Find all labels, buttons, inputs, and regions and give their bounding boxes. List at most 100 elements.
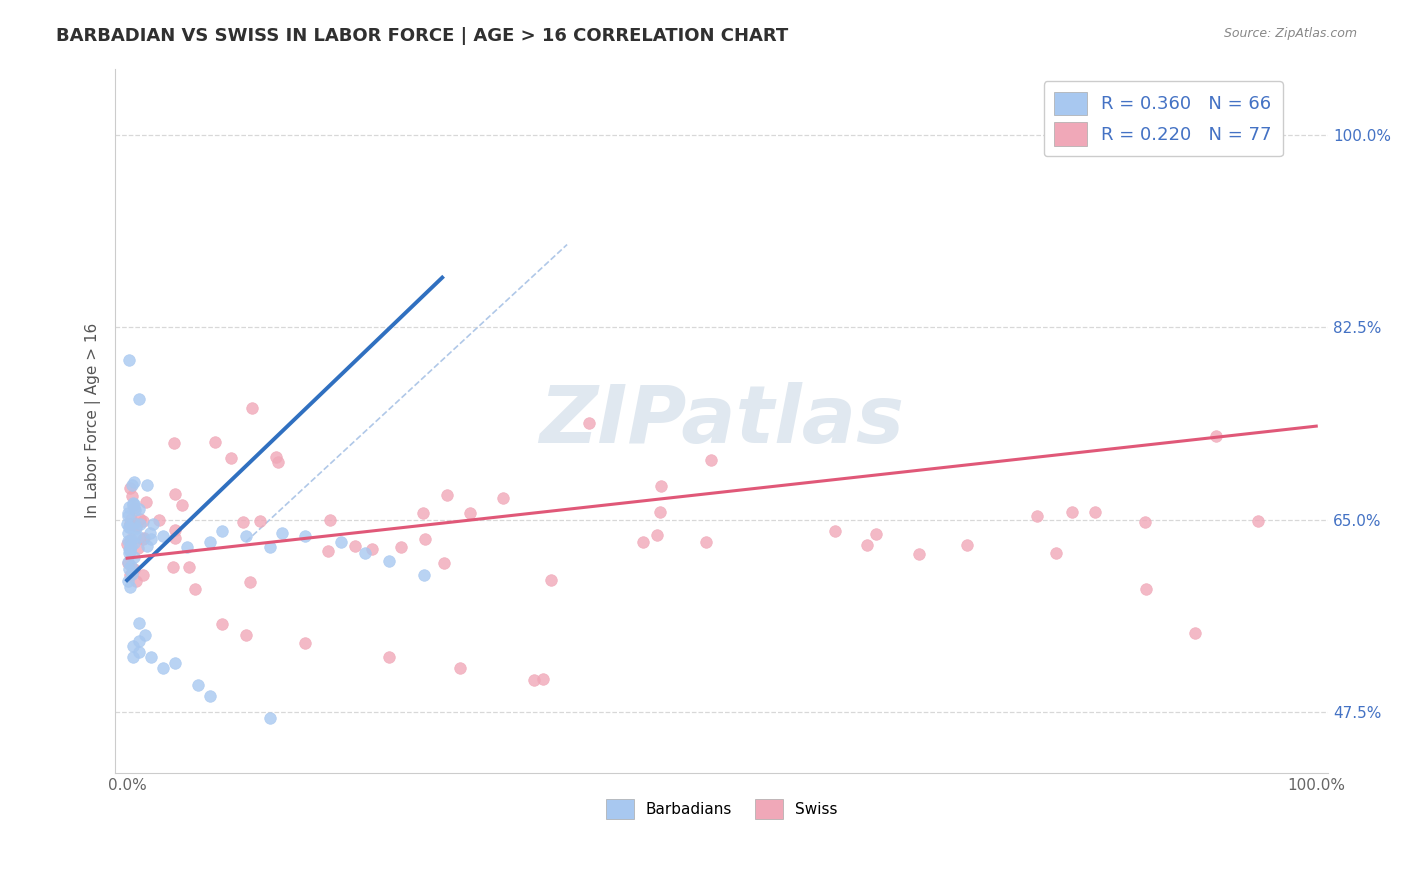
Point xyxy=(865,527,887,541)
Point xyxy=(125,521,148,535)
Point xyxy=(118,534,141,549)
Point xyxy=(330,534,353,549)
Point xyxy=(377,554,399,568)
Point xyxy=(122,561,145,575)
Point xyxy=(118,500,141,515)
Point xyxy=(163,487,186,501)
Point xyxy=(120,512,142,526)
Point xyxy=(1025,508,1047,523)
Point xyxy=(319,513,342,527)
Point xyxy=(122,639,145,653)
Point xyxy=(118,580,141,594)
Point xyxy=(354,546,377,560)
Point xyxy=(700,453,723,467)
Point xyxy=(200,534,222,549)
Point xyxy=(128,633,150,648)
Point xyxy=(235,628,257,642)
Point xyxy=(1084,505,1107,519)
Point xyxy=(631,535,654,549)
Point xyxy=(522,673,544,687)
Point xyxy=(294,636,316,650)
Point xyxy=(578,416,600,430)
Point xyxy=(531,672,554,686)
Point xyxy=(219,450,242,465)
Point xyxy=(138,526,160,541)
Point xyxy=(163,523,186,537)
Point xyxy=(259,711,281,725)
Legend: Barbadians, Swiss: Barbadians, Swiss xyxy=(600,793,844,825)
Point xyxy=(361,542,384,557)
Point xyxy=(117,574,139,589)
Point xyxy=(127,541,149,556)
Point xyxy=(377,650,399,665)
Point xyxy=(824,524,846,538)
Point xyxy=(695,535,717,549)
Point xyxy=(121,566,143,581)
Point xyxy=(118,516,141,531)
Point xyxy=(412,506,434,520)
Point xyxy=(148,513,170,527)
Point xyxy=(211,617,233,632)
Point xyxy=(128,645,150,659)
Point xyxy=(163,436,186,450)
Point xyxy=(134,628,156,642)
Point xyxy=(645,528,668,542)
Point xyxy=(120,481,142,495)
Point xyxy=(344,539,367,553)
Point xyxy=(136,539,159,553)
Point xyxy=(184,582,207,596)
Point xyxy=(118,567,141,582)
Point xyxy=(122,550,145,565)
Point xyxy=(124,519,146,533)
Point xyxy=(134,531,156,545)
Point xyxy=(1135,582,1157,596)
Point xyxy=(122,650,145,665)
Point xyxy=(117,557,139,571)
Point xyxy=(413,532,436,546)
Point xyxy=(163,656,186,670)
Point xyxy=(120,532,142,546)
Point xyxy=(139,532,162,546)
Point xyxy=(122,501,145,516)
Point xyxy=(124,529,146,543)
Point xyxy=(122,516,145,531)
Point xyxy=(135,494,157,508)
Point xyxy=(122,497,145,511)
Point xyxy=(176,540,198,554)
Point xyxy=(142,517,165,532)
Point xyxy=(956,538,979,552)
Point xyxy=(259,540,281,554)
Point xyxy=(129,517,152,532)
Point xyxy=(1045,546,1067,560)
Point xyxy=(232,516,254,530)
Point xyxy=(908,547,931,561)
Point xyxy=(120,559,142,574)
Point xyxy=(491,491,513,505)
Point xyxy=(132,514,155,528)
Point xyxy=(235,529,257,543)
Point xyxy=(540,573,562,587)
Point xyxy=(118,520,141,534)
Point xyxy=(117,526,139,541)
Point xyxy=(1135,515,1157,529)
Point xyxy=(118,562,141,576)
Point xyxy=(389,541,412,555)
Point xyxy=(128,392,150,406)
Point xyxy=(117,506,139,520)
Point xyxy=(139,650,162,665)
Point xyxy=(128,502,150,516)
Point xyxy=(121,496,143,510)
Point xyxy=(240,401,263,416)
Point xyxy=(136,478,159,492)
Point xyxy=(117,546,139,560)
Point xyxy=(179,560,201,574)
Point xyxy=(121,498,143,512)
Point xyxy=(117,509,139,524)
Point xyxy=(152,529,174,543)
Point xyxy=(1184,625,1206,640)
Point xyxy=(270,525,292,540)
Point xyxy=(294,529,316,543)
Point xyxy=(266,450,288,465)
Point xyxy=(152,661,174,675)
Point xyxy=(239,575,262,590)
